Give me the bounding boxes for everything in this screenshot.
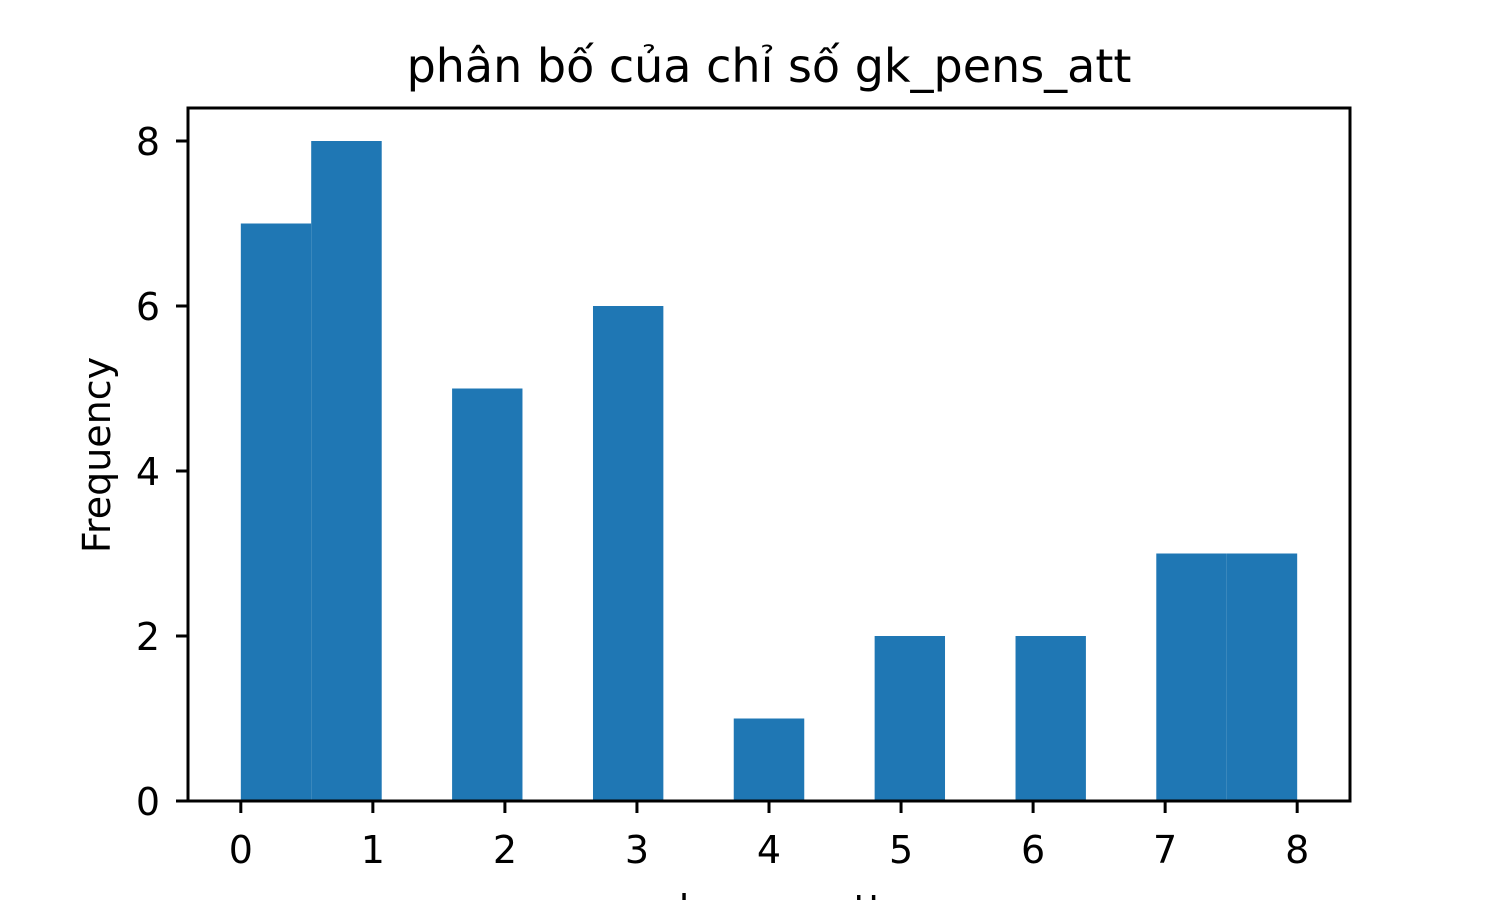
histogram-bar-6	[1015, 636, 1086, 801]
chart-title: phân bố của chỉ số gk_pens_att	[407, 39, 1132, 93]
histogram-bar-0	[240, 223, 312, 801]
histogram-bar-5	[874, 636, 946, 801]
x-tick-label-1: 1	[361, 828, 385, 872]
x-tick-label-2: 2	[493, 828, 517, 872]
y-tick-label-4: 4	[136, 450, 160, 494]
x-axis-label: gk_pens_att	[655, 887, 884, 900]
x-tick-label-6: 6	[1021, 828, 1045, 872]
bars-group	[240, 141, 1298, 801]
x-tick-label-0: 0	[229, 828, 253, 872]
x-axis-ticks: 0 1 2 3 4 5 6 7 8	[229, 801, 1309, 872]
histogram-bar-3	[592, 306, 664, 801]
x-tick-label-5: 5	[889, 828, 913, 872]
histogram-bar-2	[452, 388, 523, 801]
histogram-bar-4	[733, 718, 805, 801]
x-tick-label-4: 4	[757, 828, 781, 872]
y-axis-label: Frequency	[75, 357, 119, 553]
y-tick-label-2: 2	[136, 615, 160, 659]
y-tick-label-6: 6	[136, 285, 160, 329]
histogram-bar-8	[1226, 553, 1298, 801]
histogram-bar-7	[1156, 553, 1227, 801]
y-tick-label-0: 0	[136, 780, 160, 824]
histogram-bar-1	[311, 141, 382, 801]
x-tick-label-7: 7	[1153, 828, 1177, 872]
y-axis-ticks: 0 2 4 6 8	[136, 120, 188, 824]
y-tick-label-8: 8	[136, 120, 160, 164]
x-tick-label-8: 8	[1285, 828, 1309, 872]
x-tick-label-3: 3	[625, 828, 649, 872]
